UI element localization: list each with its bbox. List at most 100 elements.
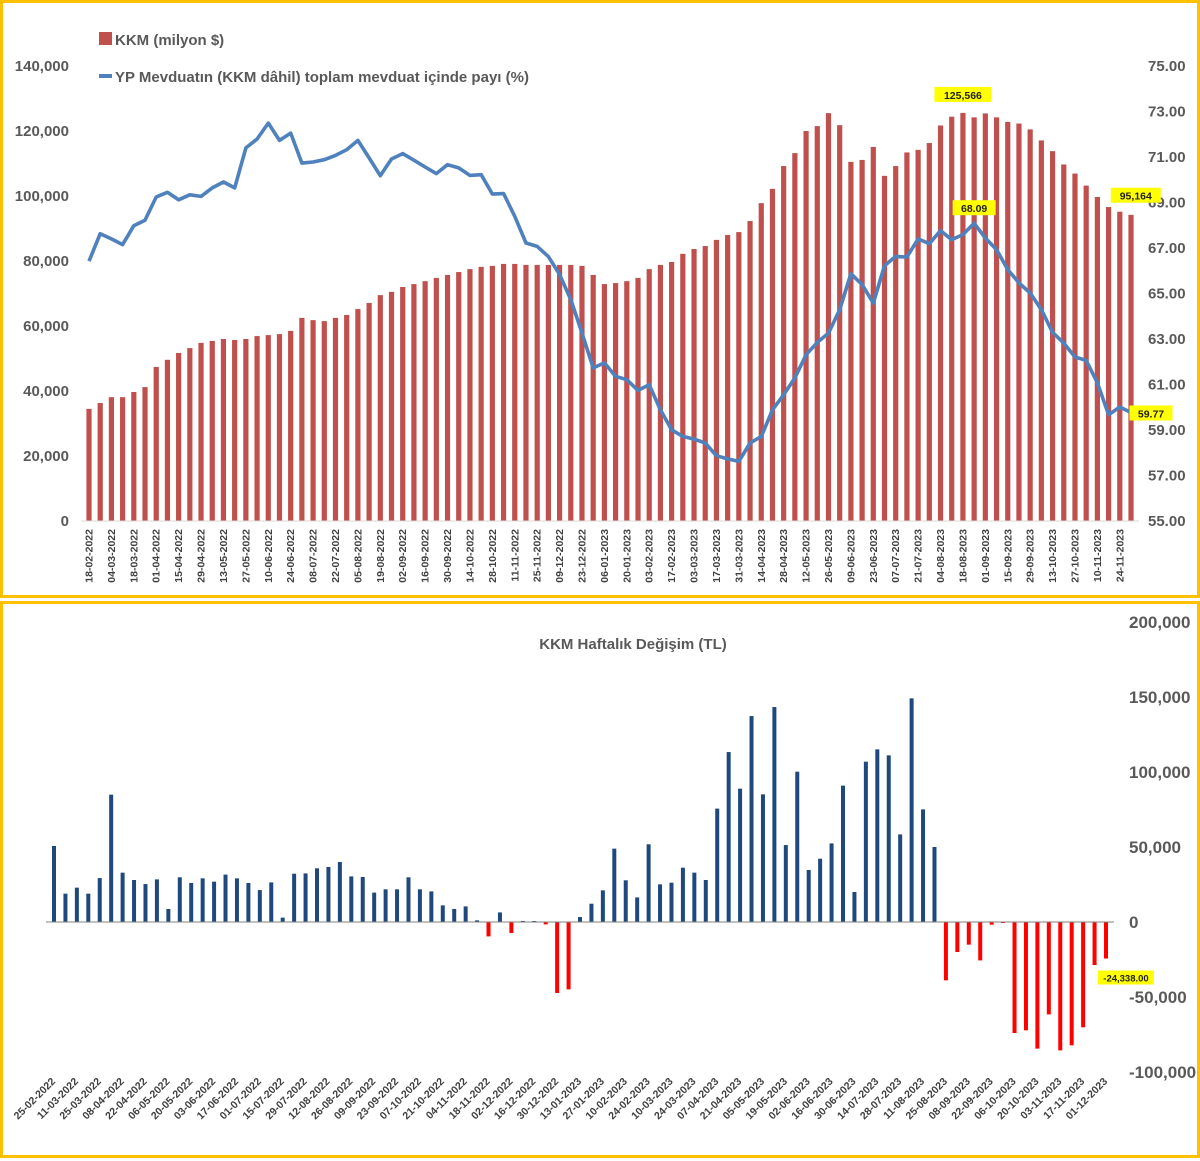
kkm-bar: [646, 269, 652, 521]
x-axis-label: 03-03-2023: [689, 529, 701, 583]
positive-bar: [692, 872, 697, 922]
positive-bar: [257, 890, 262, 922]
x-axis-label: 11-11-2022: [509, 529, 521, 582]
legend-bar-label: KKM (milyon $): [115, 32, 224, 49]
kkm-bar: [1072, 173, 1078, 521]
kkm-bar: [1094, 196, 1100, 521]
x-axis-label: 15-09-2023: [1002, 529, 1014, 583]
data-labels: -24,338.00: [1098, 970, 1154, 985]
kkm-bar: [1128, 214, 1134, 521]
kkm-bar: [657, 264, 664, 521]
negative-bar: [1023, 922, 1028, 1031]
kkm-bar: [904, 152, 910, 521]
kkm-bar: [478, 266, 484, 521]
left-axis-tick: 80,000: [23, 253, 69, 270]
left-axis-tick: 0: [61, 513, 69, 530]
positive-bar: [417, 889, 422, 922]
positive-bar: [120, 872, 125, 922]
kkm-bar: [713, 239, 720, 521]
kkm-bar: [624, 281, 630, 521]
positive-bar: [497, 912, 502, 922]
data-label: 95,164: [1120, 191, 1152, 203]
positive-bar: [863, 761, 868, 922]
x-axis-label: 08-07-2022: [308, 529, 320, 583]
x-axis-label: 10-11-2023: [1092, 529, 1104, 582]
positive-bar: [109, 794, 114, 922]
positive-bar: [212, 881, 217, 922]
x-axis-label: 09-12-2022: [554, 529, 566, 583]
x-axis-label: 26-05-2023: [823, 529, 835, 583]
x-axis-label: 04-03-2022: [106, 529, 118, 583]
x-axis-label: 22-07-2022: [330, 529, 342, 583]
right-axis-tick: 73.00: [1148, 104, 1186, 121]
kkm-bar: [971, 117, 977, 521]
kkm-bar: [1027, 129, 1033, 521]
x-axis-label: 07-07-2023: [890, 529, 902, 583]
positive-bar: [726, 752, 731, 922]
kkm-bar: [276, 334, 283, 521]
kkm-bar: [187, 348, 193, 521]
positive-bar: [452, 908, 457, 922]
x-axis-label: 27-10-2023: [1069, 529, 1081, 583]
left-axis-tick: 140,000: [15, 58, 69, 75]
negative-bar: [955, 922, 960, 952]
negative-bar: [566, 922, 571, 990]
right-axis-tick: 59.00: [1148, 422, 1186, 439]
positive-bar: [280, 917, 285, 922]
positive-bar: [909, 698, 914, 922]
x-axis-labels: 25-02-202211-03-202225-03-202208-04-2022…: [12, 1076, 1111, 1123]
kkm-bar: [893, 166, 899, 521]
positive-bar: [875, 749, 880, 922]
negative-bar: [1046, 922, 1051, 1015]
positive-bar: [154, 879, 159, 922]
negative-bar: [978, 922, 983, 961]
kkm-bar: [164, 359, 171, 521]
kkm-bar: [254, 336, 260, 521]
kkm-bar: [377, 295, 383, 521]
positive-bar: [475, 920, 480, 922]
kkm-bar: [556, 264, 563, 521]
right-axis: 55.0057.0059.0061.0063.0065.0067.0069.00…: [1148, 58, 1186, 530]
x-axis-label: 27-05-2022: [240, 529, 252, 583]
negative-bar: [1104, 922, 1108, 959]
positive-bar: [246, 883, 251, 922]
positive-bar: [898, 834, 903, 922]
positive-bar: [623, 880, 628, 922]
positive-bar: [86, 893, 91, 922]
kkm-bar: [523, 264, 529, 521]
kkm-bar: [982, 113, 988, 521]
x-axis-label: 30-09-2022: [442, 529, 454, 583]
kkm-bar: [814, 126, 820, 521]
kkm-bar: [949, 116, 955, 521]
kkm-bar: [422, 281, 428, 521]
x-axis-label: 04-08-2023: [935, 529, 947, 583]
x-axis-label: 05-08-2022: [352, 529, 364, 583]
x-axis-label: 06-01-2023: [599, 529, 611, 583]
kkm-bar: [97, 403, 103, 521]
kkm-stock-chart: 0 20,000 40,000 60,000 80,000 100,000 120,000 1…: [15, 32, 1186, 583]
kkm-bar: [915, 149, 921, 521]
x-axis-label: 13-05-2022: [218, 529, 230, 583]
data-label: 125,566: [944, 90, 982, 102]
x-axis-label: 28-10-2022: [487, 529, 499, 583]
positive-bar: [349, 876, 354, 922]
x-axis-label: 23-06-2023: [868, 529, 880, 583]
y-axis-tick: 100,000: [1129, 763, 1190, 782]
positive-bar: [680, 867, 685, 922]
x-axis-label: 25-11-2022: [532, 529, 544, 582]
positive-bar: [749, 716, 754, 922]
legend: KKM (milyon $) YP Mevduatın (KKM dâhil) …: [99, 32, 529, 86]
x-axis-label: 28-04-2023: [778, 529, 790, 583]
positive-bar: [738, 788, 743, 922]
positive-bar: [200, 878, 205, 922]
kkm-bar: [758, 203, 764, 521]
positive-bar: [372, 892, 377, 922]
right-axis-tick: 57.00: [1148, 468, 1186, 485]
y-axis: -100,000 -50,000 0 50,000 100,000 150,000 200,…: [1129, 613, 1196, 1082]
data-label-bg: [1110, 187, 1161, 203]
positive-bar: [806, 869, 811, 922]
positive-bar: [74, 887, 79, 922]
positive-bar: [772, 707, 777, 922]
chart-title: KKM Haftalık Değişim (TL): [539, 636, 727, 653]
positive-bar: [760, 794, 765, 922]
